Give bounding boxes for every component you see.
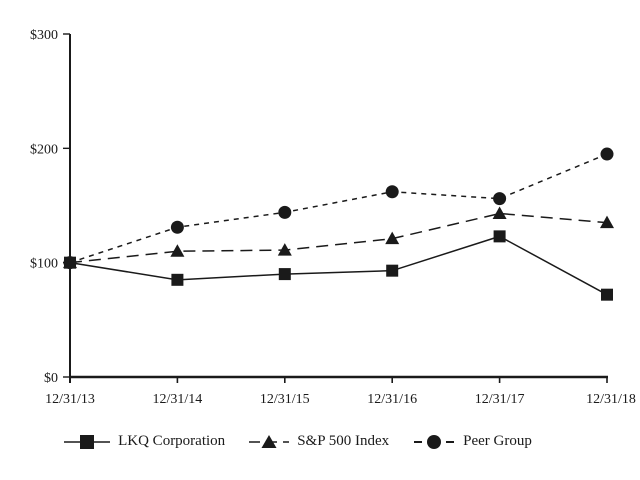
legend-label-lkq-corporation: LKQ Corporation (118, 433, 226, 449)
legend-label-peer-group: Peer Group (463, 433, 532, 449)
legend-item-sp500-index: S&P 500 Index (249, 433, 389, 450)
y-axis-tick-label: $300 (30, 28, 58, 43)
square-marker-icon (64, 434, 111, 449)
x-axis-tick-label: 12/31/16 (367, 392, 417, 407)
axes: $0 $100 $200 $300 12/31/13 12/31/14 12/31/15 12… (30, 28, 636, 407)
legend-label-sp500-index: S&P 500 Index (297, 433, 390, 449)
x-axis-tick-label: 12/31/17 (475, 392, 525, 407)
series-s-p-500-index (63, 206, 614, 269)
x-axis-tick-label: 12/31/18 (586, 392, 636, 407)
chart-legend: LKQ Corporation S&P 500 Index Peer Group (0, 433, 618, 450)
series-lkq-corporation (64, 230, 613, 301)
y-axis-tick-label: $0 (44, 371, 58, 386)
triangle-marker-icon (249, 434, 290, 448)
y-axis-tick-label: $100 (30, 257, 58, 272)
x-axis-tick-label: 12/31/14 (153, 392, 203, 407)
legend-item-peer-group: Peer Group (413, 433, 532, 450)
x-axis-tick-label: 12/31/13 (45, 392, 95, 407)
circle-marker-icon (414, 434, 455, 449)
legend-item-lkq-corporation: LKQ Corporation (64, 433, 225, 450)
series-peer-group (63, 147, 614, 270)
x-axis-tick-label: 12/31/15 (260, 392, 310, 407)
y-axis-tick-label: $200 (30, 142, 58, 157)
